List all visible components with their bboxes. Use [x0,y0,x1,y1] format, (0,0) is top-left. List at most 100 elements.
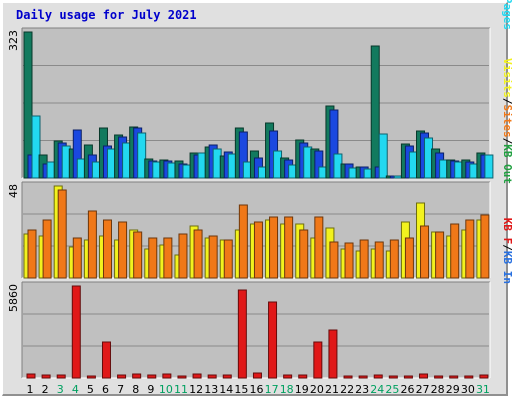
bar-sites [148,237,158,279]
day-label: 13 [204,383,218,396]
bar-kb-f [41,374,51,379]
bar-kb-f [132,373,142,379]
legend-label: KB F/KB In [501,218,512,284]
day-label: 19 [295,383,309,396]
bar-sites [193,229,203,279]
bar-sites [450,223,460,279]
day-label: 30 [461,383,475,396]
day-label: 17 [265,383,279,396]
bar-sites [389,239,399,279]
bar-pages [484,154,494,179]
bar-kb-f [101,341,111,379]
bar-kb-f [464,375,474,379]
bar-sites [87,210,97,279]
bar-sites [435,231,445,279]
bar-kb-f [298,374,308,379]
bar-kb-f [479,374,489,379]
bar-kb-f [207,374,217,379]
bar-sites [163,237,173,279]
bar-sites [284,216,294,279]
day-label: 7 [117,383,124,396]
legend-label: Visits/Sites/KB Out [501,58,512,184]
bar-sites [299,229,309,279]
bar-sites [344,242,354,279]
bar-kb-f [268,301,278,379]
day-label: 14 [219,383,233,396]
bar-kb-f [434,375,444,379]
day-label: 22 [340,383,354,396]
bar-pages [137,132,147,179]
day-label: 8 [132,383,139,396]
bar-kb-f [86,375,96,379]
bar-kb-f [358,375,368,379]
bar-sites [465,219,475,279]
bar-sites [27,229,37,279]
day-label: 16 [250,383,264,396]
day-label: 4 [72,383,79,396]
bar-kb-f [403,375,413,379]
bar-kb-f [328,329,338,379]
legend-part: KB In [501,251,512,284]
bar-kb-f [343,375,353,379]
bar-kb-f [237,289,247,379]
bar-sites [314,216,324,279]
bar-kb-f [177,375,187,379]
page-title: Daily usage for July 2021 [16,8,197,22]
legend-part: Pages [501,0,512,30]
bar-sites [133,231,143,279]
day-label: 2 [42,383,49,396]
legend-part: Sites [501,105,512,138]
bar-kb-f [147,374,157,379]
bar-sites [178,233,188,279]
bar-sites [359,239,369,279]
day-label: 27 [416,383,430,396]
day-label: 24 [370,383,384,396]
legend-part: Visits [501,58,512,98]
bar-sites [269,216,279,279]
bar-hits [370,45,380,179]
bar-kb-f [449,375,459,379]
bar-sites [420,225,430,279]
day-label: 31 [476,383,490,396]
day-label: 3 [57,383,64,396]
day-label: 21 [325,383,339,396]
bar-kb-f [26,373,36,379]
day-label: 18 [280,383,294,396]
legend-label: Hits/Files/Pages [501,0,512,30]
bar-sites [208,235,218,279]
day-label: 5 [87,383,94,396]
bar-sites [118,221,128,279]
day-label: 12 [189,383,203,396]
day-label: 29 [446,383,460,396]
legend-part: / [501,98,512,105]
day-label: 20 [310,383,324,396]
bar-sites [72,237,82,279]
legend-part: KB F [501,218,512,245]
bar-sites [42,219,52,279]
bar-kb-f [388,375,398,379]
bar-sites [480,214,490,279]
plot-area [22,282,490,378]
bar-sites [253,221,263,279]
legend-part: / [501,244,512,251]
day-label: 11 [174,383,188,396]
day-label: 1 [27,383,34,396]
max-value-label: 323 [7,30,20,51]
bar-sites [404,237,414,279]
bar-sites [329,241,339,279]
day-label: 10 [159,383,173,396]
legend-part: / [501,138,512,145]
day-label: 15 [234,383,248,396]
bar-sites [57,189,67,279]
bar-kb-f [117,374,127,379]
bar-kb-f [419,373,429,379]
bar-kb-f [192,373,202,379]
day-label: 28 [431,383,445,396]
day-label: 6 [102,383,109,396]
bar-sites [223,239,233,279]
day-label: 25 [385,383,399,396]
day-label: 26 [400,383,414,396]
legend-part: KB Out [501,144,512,184]
bar-kb-f [162,373,172,379]
